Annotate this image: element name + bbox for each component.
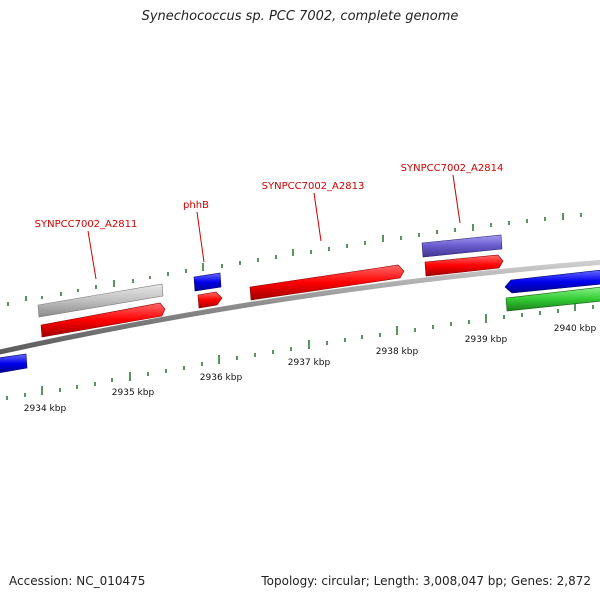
gene-arrow-a2811[interactable] [40, 302, 166, 338]
inner-tick-row [6, 302, 594, 400]
gene-label-phhb: phhB [183, 200, 209, 211]
gene-arrow-a2813[interactable] [249, 264, 405, 301]
tick-label-2938: 2938 kbp [376, 347, 419, 357]
tick-label-2934: 2934 kbp [24, 404, 67, 414]
leader-line-phhb [196, 211, 205, 263]
gene-arrow-blue-right[interactable] [504, 269, 600, 294]
tick-label-2939: 2939 kbp [465, 335, 508, 345]
genome-stats-text: Topology: circular; Length: 3,008,047 bp… [261, 574, 591, 588]
tick-label-2937: 2937 kbp [288, 358, 331, 368]
tick-label-2936: 2936 kbp [200, 373, 243, 383]
gene-label-a2811: SYNPCC7002_A2811 [35, 219, 138, 230]
gene-arrow-a2814[interactable] [424, 254, 504, 277]
leader-line-a2811 [87, 230, 97, 280]
gene-bar-blue-phhb[interactable] [193, 272, 222, 292]
gene-bar-purple-a2814[interactable] [421, 234, 503, 258]
gene-label-a2813: SYNPCC7002_A2813 [262, 181, 365, 192]
outer-tick-row [7, 213, 582, 306]
leader-line-a2813 [313, 192, 322, 242]
genome-backbone [0, 259, 600, 355]
gene-arrow-phhb[interactable] [197, 291, 223, 309]
accession-text: Accession: NC_010475 [9, 574, 146, 588]
gene-label-a2814: SYNPCC7002_A2814 [401, 163, 504, 174]
gene-bar-green-right[interactable] [505, 286, 600, 312]
tick-label-2935: 2935 kbp [112, 388, 155, 398]
leader-line-a2814 [452, 174, 461, 224]
gene-bar-blue-left[interactable] [0, 353, 28, 373]
tick-label-2940: 2940 kbp [554, 324, 597, 334]
map-title: Synechococcus sp. PCC 7002, complete gen… [141, 9, 459, 24]
gene-bar-gray[interactable] [37, 283, 164, 318]
